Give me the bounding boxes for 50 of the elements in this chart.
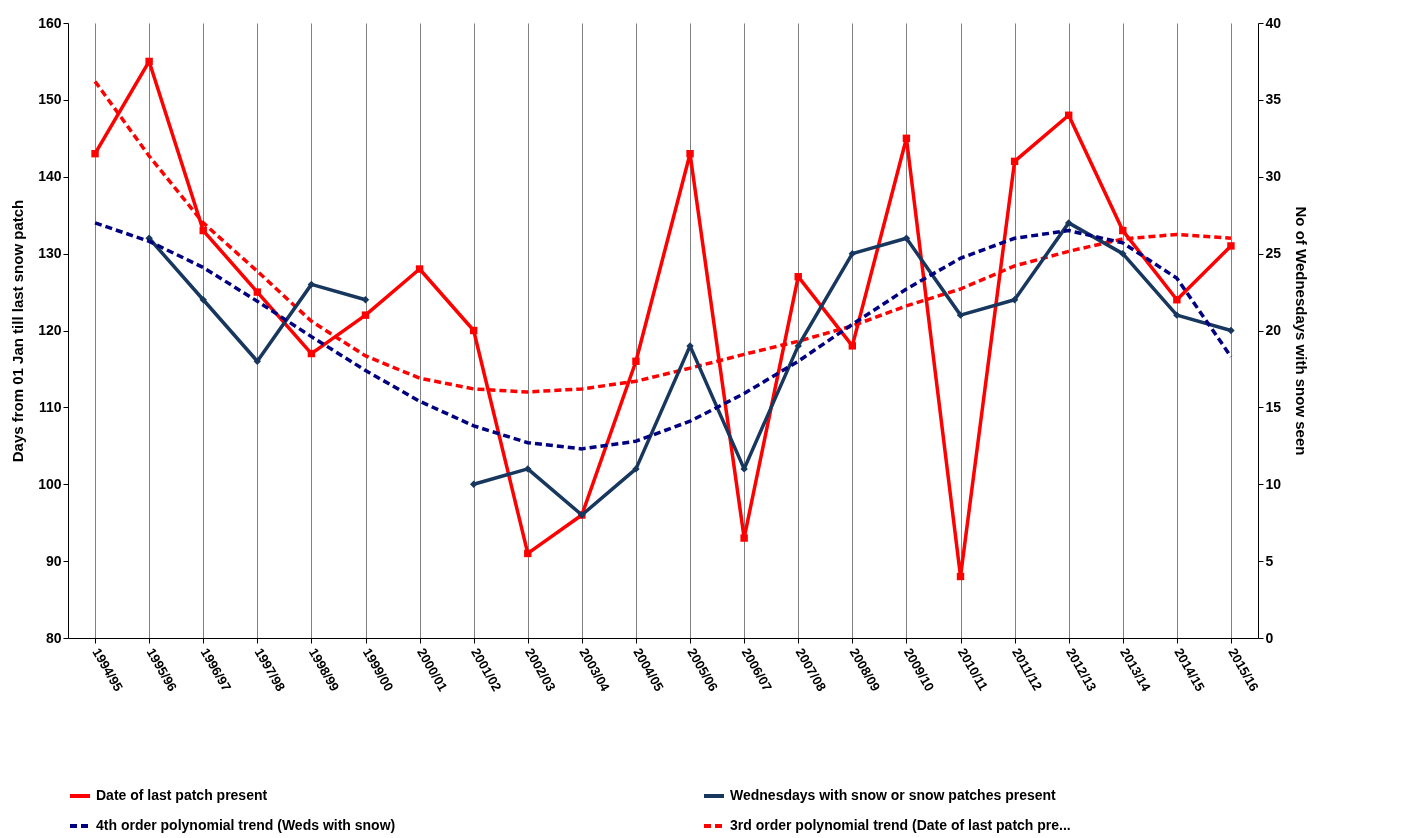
legend-label: 4th order polynomial trend (Weds with snow) [96,817,396,833]
point [253,357,262,365]
legend-label: 3rd order polynomial trend (Date of last patch pre... [730,817,1071,833]
point [307,280,316,289]
y2-tick-label: 25 [1265,245,1282,262]
point [848,249,857,258]
y2-tick-label: 15 [1265,398,1282,415]
point [361,311,370,319]
y2-tick-label: 35 [1265,91,1282,108]
point [91,149,99,158]
y-tick-label: 110 [38,398,62,415]
y2-axis-title: No of Wednesdays with snow seen [1293,206,1311,456]
y2-tick-label: 20 [1265,322,1282,338]
y-tick-label: 150 [38,91,62,108]
legend-label: Wednesdays with snow or snow patches present [730,787,1057,803]
y2-tick-label: 5 [1265,552,1274,569]
point [1227,326,1235,335]
legend-label: Date of last patch present [96,787,268,803]
y-tick-label: 120 [38,322,62,338]
point [1119,249,1127,258]
point [1227,242,1235,250]
point [1064,219,1073,227]
y-tick-label: 140 [38,168,62,185]
point [956,311,965,319]
point [848,342,857,350]
point [361,296,370,304]
point [1173,296,1181,304]
line-series [93,221,1233,451]
point [199,296,207,304]
y2-tick-label: 10 [1265,475,1282,492]
y2-tick-label: 40 [1265,14,1282,31]
y2-tick-label: 0 [1265,629,1274,646]
point [524,465,532,473]
y-tick-label: 90 [45,552,62,569]
point [469,480,478,488]
y-tick-label: 100 [38,475,62,492]
point [1010,296,1019,304]
point [740,534,748,542]
point [902,234,911,242]
y-tick-label: 80 [45,629,62,646]
point [415,265,424,273]
y-tick-label: 160 [38,14,62,31]
point [253,288,262,296]
point [145,57,153,66]
point [794,342,802,350]
y-tick-label: 130 [38,245,62,262]
point [686,149,694,158]
y2-tick-label: 30 [1265,168,1282,185]
point [632,357,640,365]
y-axis-title: Days from 01 Jan till last snow patch [9,199,27,463]
